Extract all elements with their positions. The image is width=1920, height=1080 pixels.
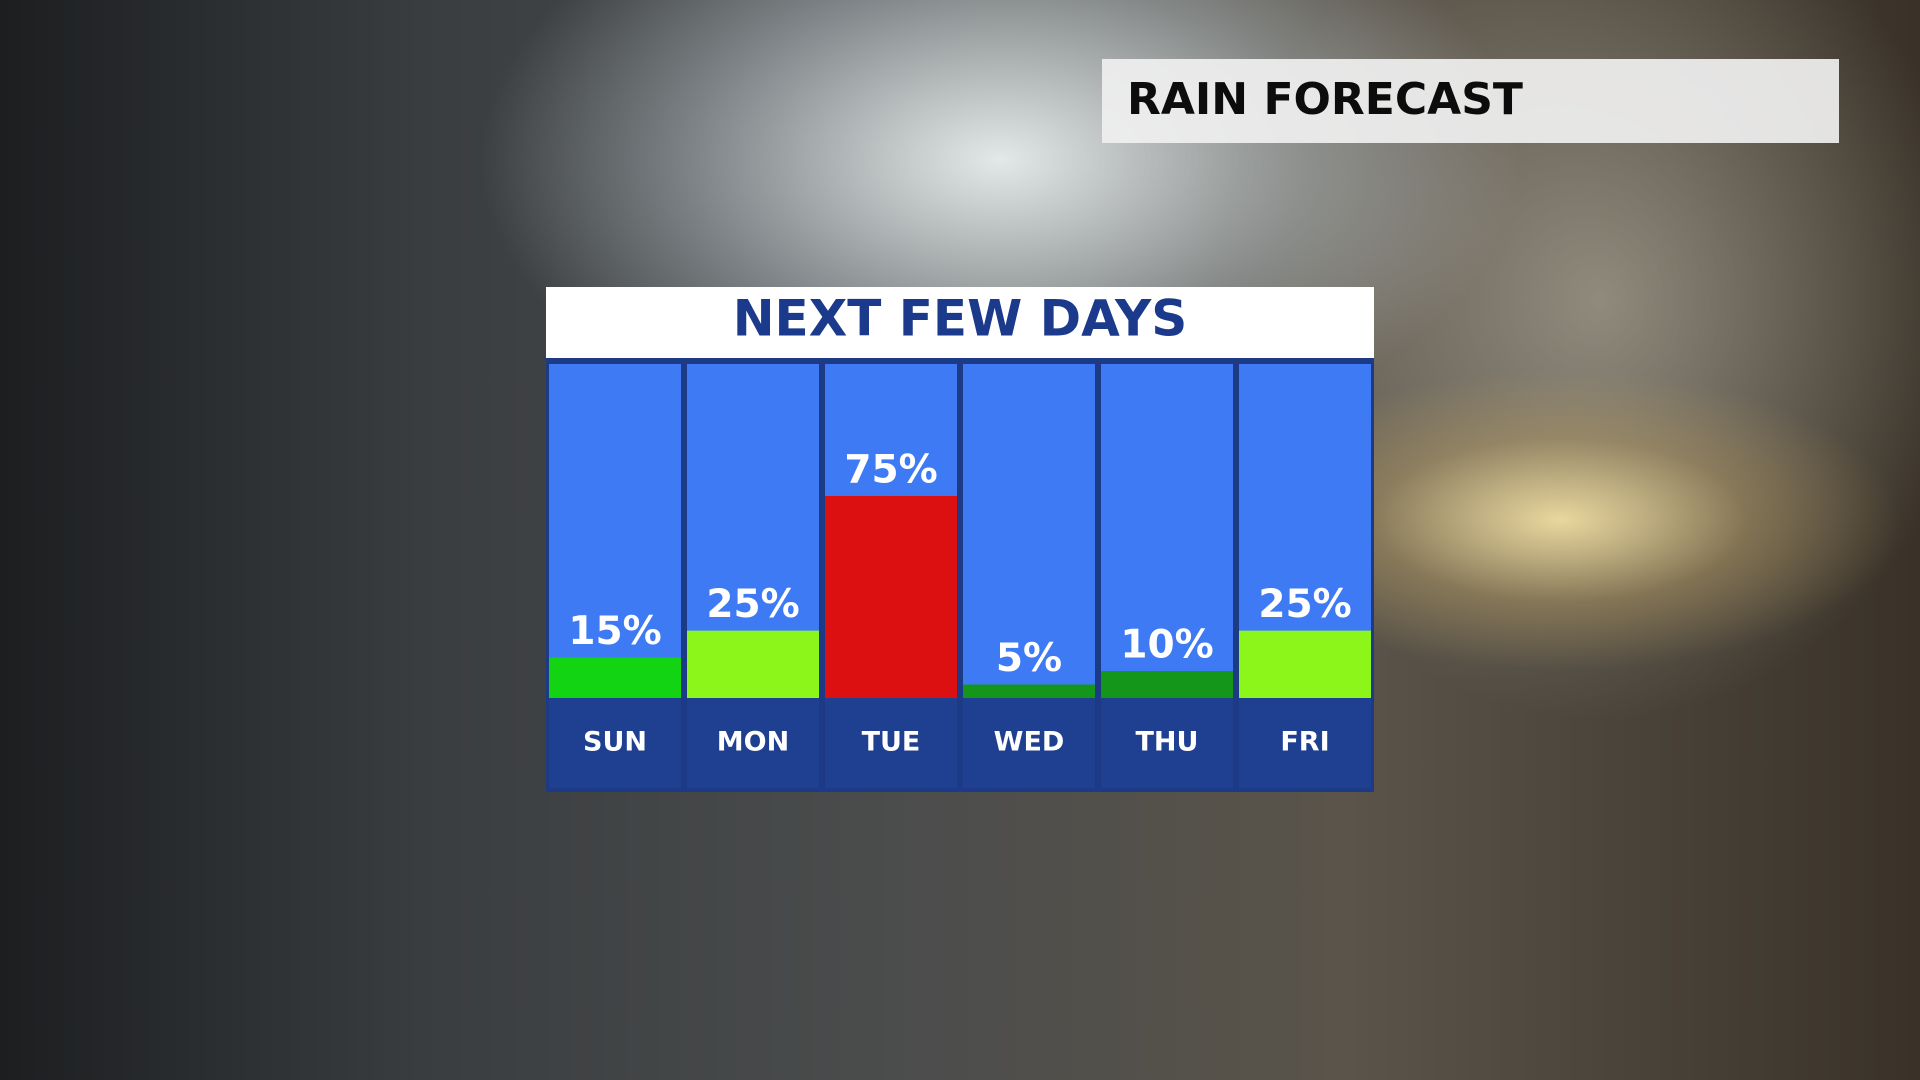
column [963, 364, 1095, 698]
x-tick-label: THU [1136, 727, 1199, 758]
header-title: RAIN FORECAST [1127, 74, 1523, 125]
day-band [963, 698, 1095, 788]
bar [825, 495, 957, 698]
value-label: 5% [996, 636, 1062, 681]
x-tick-label: FRI [1280, 727, 1329, 758]
value-label: 25% [1258, 582, 1351, 627]
x-tick-label: TUE [862, 727, 921, 758]
chart-title: NEXT FEW DAYS [733, 290, 1188, 348]
x-tick-label: WED [994, 727, 1065, 758]
day-band [549, 698, 681, 788]
bar [1239, 630, 1371, 698]
bar [963, 684, 1095, 698]
day-band [687, 698, 819, 788]
value-label: 15% [568, 609, 661, 654]
column [549, 364, 681, 698]
bar [687, 630, 819, 698]
value-label: 10% [1120, 623, 1213, 668]
day-band [1101, 698, 1233, 788]
panel [546, 358, 1374, 792]
day-band [825, 698, 957, 788]
value-label: 75% [844, 447, 937, 492]
day-band [1239, 698, 1371, 788]
column [1101, 364, 1233, 698]
x-tick-label: MON [717, 727, 789, 758]
x-tick-label: SUN [583, 727, 647, 758]
header-box [1102, 59, 1839, 143]
title-box [546, 287, 1374, 358]
bar [549, 657, 681, 698]
bar [1101, 671, 1233, 698]
value-label: 25% [706, 582, 799, 627]
